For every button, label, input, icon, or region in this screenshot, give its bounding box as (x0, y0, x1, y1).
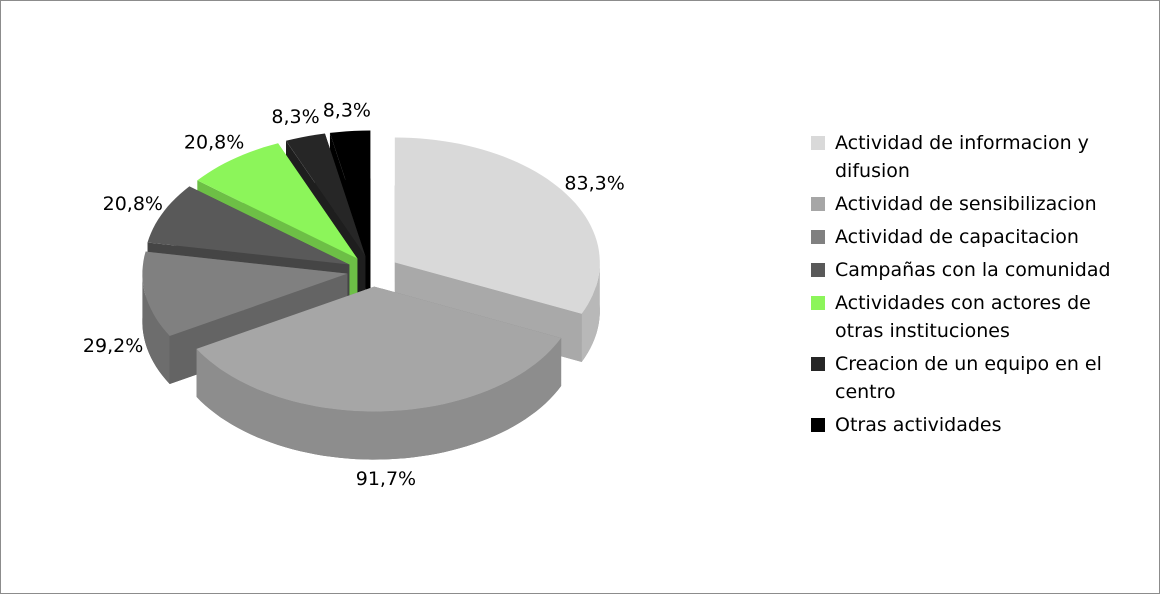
slice-wall (142, 273, 170, 384)
legend-swatch (811, 230, 825, 244)
legend-label: Actividad de sensibilizacion (835, 193, 1097, 215)
legend: Actividad de informacion y difusion Activ… (811, 129, 1131, 444)
legend-item: Actividad de sensibilizacion (811, 190, 1131, 218)
slice (196, 286, 562, 460)
data-label: 91,7% (356, 468, 416, 490)
legend-item: Campañas con la comunidad (811, 256, 1131, 284)
legend-label: Actividades con actores de otras institu… (835, 292, 1091, 342)
data-label: 8,3% (271, 106, 319, 128)
data-label: 8,3% (323, 100, 371, 122)
legend-swatch (811, 357, 825, 371)
legend-label: Creacion de un equipo en el centro (835, 353, 1102, 403)
slice-top (196, 286, 562, 412)
legend-swatch (811, 136, 825, 150)
slice-wall (581, 262, 600, 362)
data-label: 20,8% (103, 193, 163, 215)
legend-swatch (811, 418, 825, 432)
legend-item: Actividad de informacion y difusion (811, 129, 1131, 185)
legend-swatch (811, 263, 825, 277)
legend-swatch (811, 197, 825, 211)
legend-item: Actividad de capacitacion (811, 223, 1131, 251)
legend-label: Actividad de capacitacion (835, 226, 1079, 248)
slice-top (147, 186, 350, 265)
data-label: 29,2% (83, 335, 143, 357)
slice-top (329, 130, 371, 256)
legend-label: Otras actividades (835, 414, 1002, 436)
pie (142, 130, 600, 460)
data-label: 83,3% (564, 172, 624, 194)
pie-area: 83,3% 91,7% 29,2% 20,8% 20,8% 8,3% 8,3% (83, 100, 625, 490)
legend-swatch (811, 296, 825, 310)
legend-item: Otras actividades (811, 411, 1131, 439)
legend-label: Campañas con la comunidad (835, 259, 1111, 281)
slice-top (394, 137, 600, 314)
data-label: 20,8% (184, 131, 244, 153)
slice-top (142, 251, 348, 336)
slice-top (197, 143, 358, 259)
slice-top (286, 133, 366, 257)
legend-label: Actividad de informacion y difusion (835, 132, 1089, 182)
legend-item: Creacion de un equipo en el centro (811, 350, 1131, 406)
legend-item: Actividades con actores de otras institu… (811, 289, 1131, 345)
slice-wall (196, 338, 562, 460)
